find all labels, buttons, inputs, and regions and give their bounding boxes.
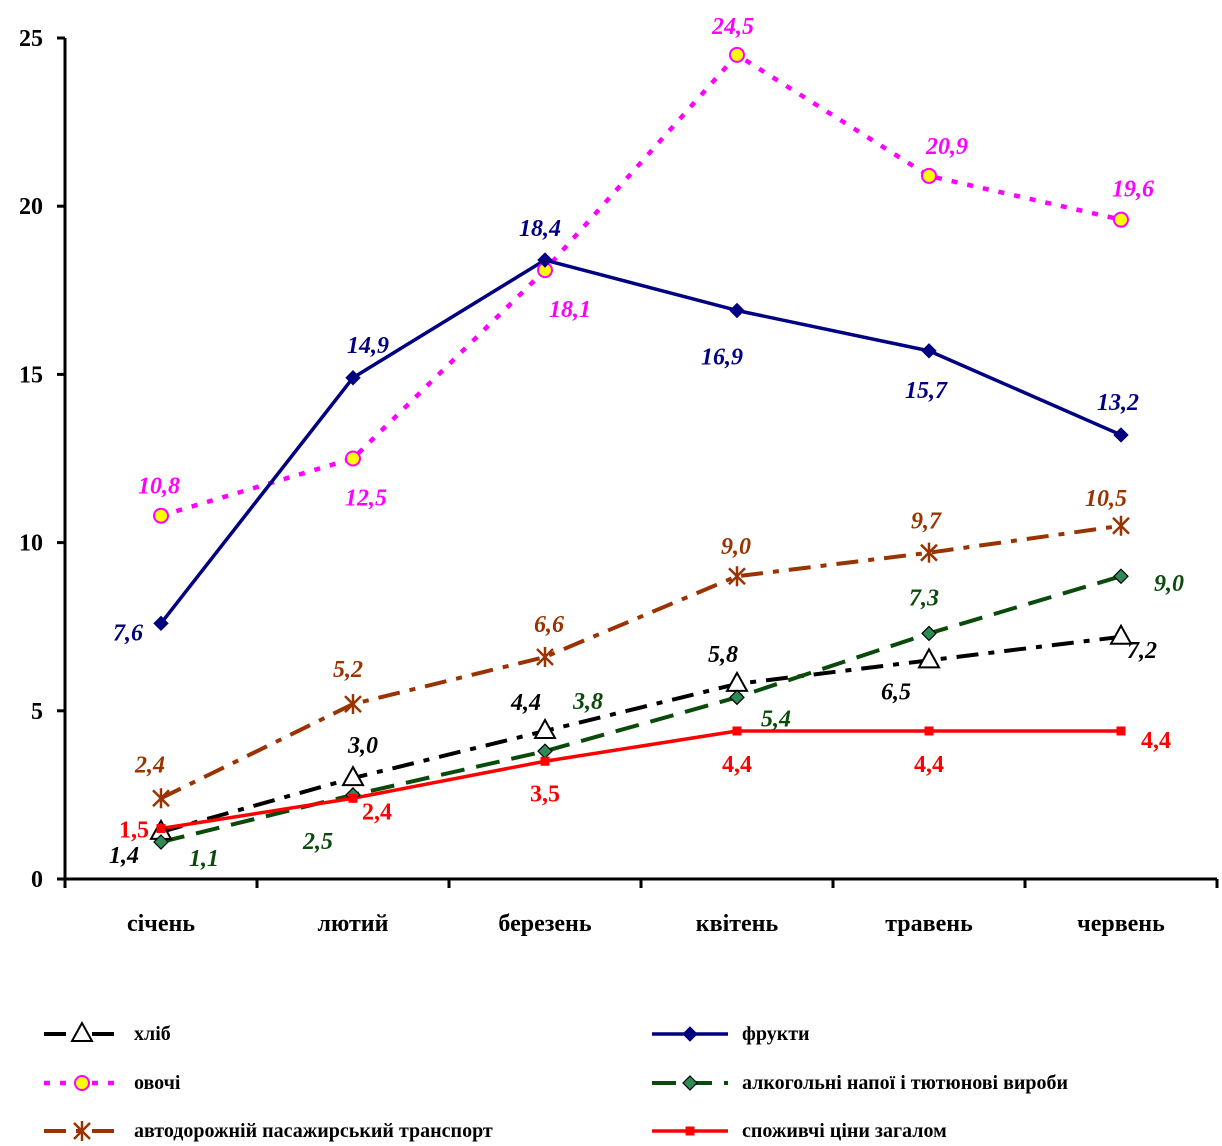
data-point <box>921 625 937 642</box>
data-label: 18,1 <box>549 297 591 323</box>
data-label: 5,8 <box>708 642 738 668</box>
data-point <box>345 450 361 467</box>
data-label: 5,2 <box>333 657 363 683</box>
data-point <box>344 694 362 715</box>
axes: 0 5 10 15 20 25 січень лютий березень квітень трав… <box>19 26 1219 937</box>
data-labels: 1,4 3,0 4,4 5,8 6,5 7,2 7,6 14,9 18,4 16,9 15,7 13,… <box>109 14 1184 872</box>
data-label: 1,1 <box>189 846 219 872</box>
series-line <box>160 52 1122 518</box>
data-point <box>153 615 169 632</box>
data-label: 2,4 <box>134 752 165 778</box>
data-point <box>728 566 746 587</box>
data-label: 4,4 <box>510 690 541 716</box>
data-point <box>153 507 169 524</box>
data-label: 1,5 <box>119 818 149 844</box>
data-label: 24,5 <box>711 14 754 40</box>
data-point <box>533 717 557 739</box>
data-point <box>152 788 170 809</box>
series-line <box>160 523 1122 801</box>
data-point <box>1116 726 1126 736</box>
y-tick-label: 0 <box>31 867 43 893</box>
data-label: 3,5 <box>530 781 560 807</box>
data-label: 6,5 <box>881 679 911 705</box>
series-line <box>160 634 1122 834</box>
x-tick-label: квітень <box>696 911 779 937</box>
y-tick-label: 10 <box>19 531 43 557</box>
series-line <box>160 729 1121 831</box>
x-tick-label: травень <box>885 911 973 937</box>
data-point <box>729 302 745 319</box>
data-label: 4,4 <box>722 752 752 778</box>
data-label: 4,4 <box>1141 728 1171 754</box>
data-label: 2,5 <box>302 829 333 855</box>
data-label: 7,2 <box>1127 638 1157 664</box>
data-point <box>540 756 550 766</box>
data-label: 10,8 <box>138 474 180 500</box>
data-label: 9,7 <box>911 509 942 535</box>
data-label: 3,0 <box>347 733 378 759</box>
data-point <box>732 726 742 736</box>
y-tick-label: 20 <box>19 194 43 220</box>
data-point <box>1113 568 1129 585</box>
x-tick-label: березень <box>498 911 591 937</box>
data-point <box>537 252 553 268</box>
data-point <box>1113 211 1129 228</box>
data-point <box>537 743 553 760</box>
data-label: 15,7 <box>905 378 948 404</box>
data-point <box>536 646 554 667</box>
data-label: 3,8 <box>572 689 603 715</box>
data-label: 12,5 <box>345 486 387 512</box>
data-point <box>729 689 745 706</box>
data-label: 1,4 <box>109 843 139 869</box>
series-markers <box>149 46 1133 850</box>
data-point <box>725 670 749 692</box>
data-label: 19,6 <box>1112 177 1154 203</box>
data-point <box>345 370 361 386</box>
x-tick-label: червень <box>1077 911 1165 937</box>
series-line <box>159 258 1122 625</box>
x-tick-label: січень <box>127 911 195 937</box>
data-label: 6,6 <box>534 612 564 638</box>
data-point <box>729 46 745 63</box>
x-tick-label: лютий <box>318 911 389 937</box>
data-label: 16,9 <box>701 344 743 370</box>
y-tick-label: 25 <box>19 26 43 52</box>
data-point <box>348 793 358 803</box>
data-label: 18,4 <box>519 216 561 242</box>
data-label: 5,4 <box>761 706 791 732</box>
data-point <box>1112 515 1130 536</box>
data-label: 10,5 <box>1085 486 1127 512</box>
data-label: 4,4 <box>914 752 944 778</box>
y-tick-label: 15 <box>19 362 43 388</box>
data-point <box>153 834 169 850</box>
data-label: 2,4 <box>362 799 392 825</box>
data-label: 9,0 <box>721 534 751 560</box>
data-point <box>924 726 934 736</box>
data-label: 7,6 <box>113 620 143 646</box>
data-label: 7,3 <box>909 585 939 611</box>
data-label: 20,9 <box>925 134 968 160</box>
data-point <box>920 542 938 563</box>
data-label: 13,2 <box>1097 390 1139 416</box>
data-point <box>341 765 365 787</box>
data-point <box>156 824 166 834</box>
data-point <box>917 647 941 669</box>
data-label: 14,9 <box>347 333 389 359</box>
data-label: 9,0 <box>1154 571 1184 597</box>
data-point <box>1109 623 1133 645</box>
data-point <box>921 343 937 359</box>
series-lines <box>159 52 1122 844</box>
y-tick-label: 5 <box>31 699 43 725</box>
data-point <box>1113 427 1129 443</box>
data-point <box>921 167 937 184</box>
